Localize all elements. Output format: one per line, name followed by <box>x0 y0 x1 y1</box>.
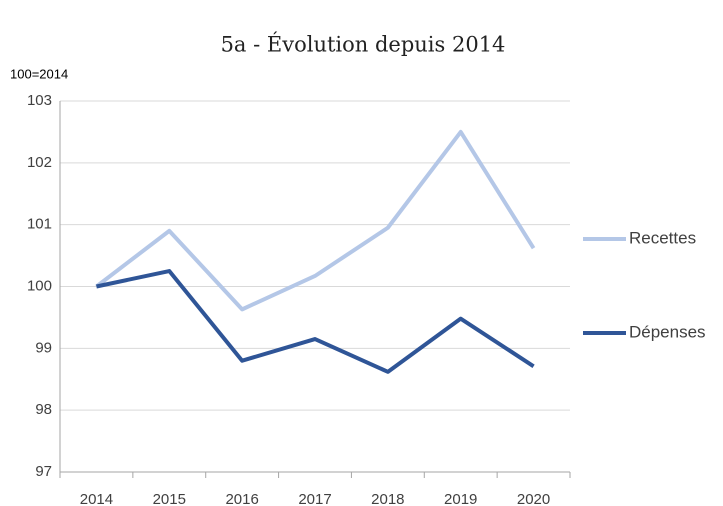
series-line <box>95 129 536 312</box>
y-axis-label: 100=2014 <box>10 66 68 81</box>
x-tick-label: 2017 <box>298 491 331 506</box>
x-tick-label: 2015 <box>153 491 186 506</box>
x-tick-label: 2016 <box>225 491 258 506</box>
x-tick-label: 2018 <box>371 491 404 506</box>
y-tick-label: 103 <box>27 92 52 109</box>
legend-label: Recettes <box>629 228 696 247</box>
x-tick-label: 2014 <box>80 491 113 506</box>
y-tick-label: 102 <box>27 154 52 171</box>
y-tick-label: 99 <box>35 339 52 356</box>
x-tick-label: 2019 <box>444 491 477 506</box>
y-tick-label: 101 <box>27 216 52 233</box>
legend-label: Dépenses <box>629 322 706 341</box>
y-tick-label: 100 <box>27 277 52 294</box>
y-tick-label: 98 <box>35 401 52 418</box>
y-tick-label: 97 <box>35 463 52 480</box>
x-tick-label: 2020 <box>517 491 550 506</box>
chart-title: 5a - Évolution depuis 2014 <box>221 33 506 57</box>
series-line <box>96 269 535 374</box>
